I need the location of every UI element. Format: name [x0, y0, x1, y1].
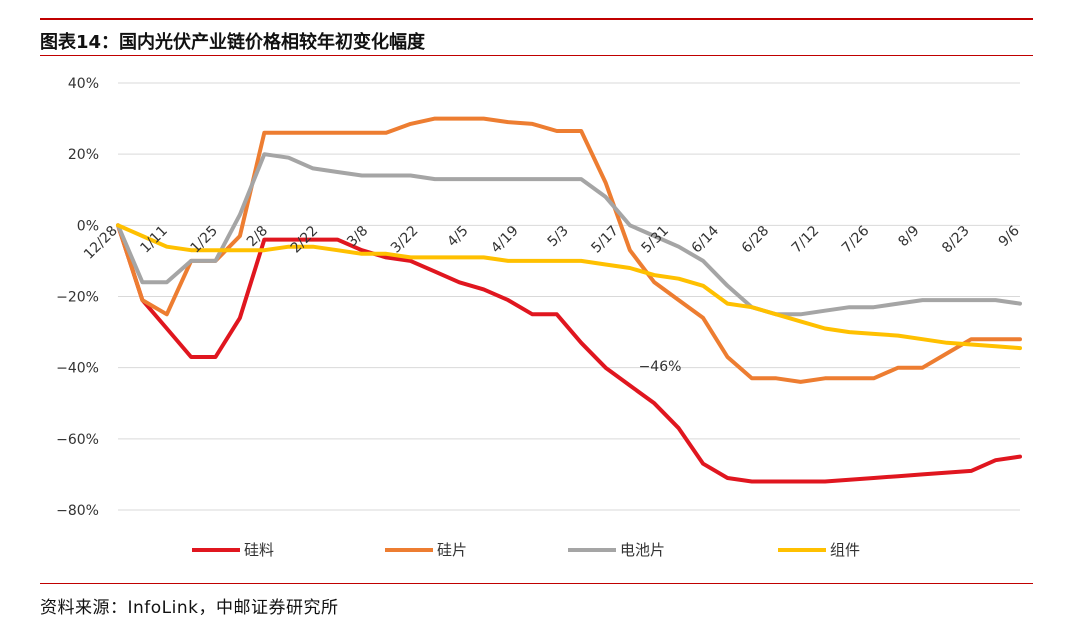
y-tick-label: −60% — [56, 432, 99, 448]
series-line — [116, 116, 1022, 384]
line-chart: 40%20%0%−20%−40%−60%−80% 12/28 1/11 1/25 2/… — [56, 76, 1023, 559]
x-tick-label: 4/5 — [444, 223, 471, 250]
source-note: 资料来源：InfoLink，中邮证券研究所 — [40, 598, 339, 618]
y-tick-labels: 40% 20% 0% −20% −40% −60% −80% — [56, 76, 99, 519]
grid-layer — [118, 82, 1020, 511]
x-tick-label: 6/28 — [739, 223, 773, 257]
y-tick-label: 0% — [77, 218, 99, 234]
top-rule — [40, 18, 1033, 20]
x-tick-label: 9/6 — [996, 223, 1023, 250]
y-tick-label: 40% — [68, 76, 99, 92]
annotation-min-label: −46% — [639, 359, 682, 375]
legend-label: 硅料 — [244, 541, 274, 559]
x-tick-label: 5/17 — [588, 223, 622, 257]
legend-label: 电池片 — [620, 541, 665, 559]
x-tick-label: 8/9 — [895, 223, 922, 250]
x-tick-label: 2/8 — [244, 223, 271, 250]
series-line — [116, 152, 1022, 317]
series-layer — [116, 116, 1022, 484]
x-tick-label: 4/19 — [488, 223, 522, 257]
annotation-layer: −46% — [639, 359, 682, 375]
title-rule — [40, 55, 1033, 56]
x-tick-label: 3/22 — [388, 223, 422, 257]
x-tick-label: 1/11 — [137, 223, 171, 257]
bottom-rule — [40, 583, 1033, 584]
x-tick-label: 8/23 — [939, 223, 973, 257]
legend-label: 组件 — [830, 541, 860, 559]
y-tick-label: −40% — [56, 361, 99, 377]
y-tick-label: −20% — [56, 290, 99, 306]
figure-title: 图表14：国内光伏产业链价格相较年初变化幅度 — [40, 32, 426, 53]
series-line — [116, 223, 1022, 351]
series-line — [116, 223, 1022, 484]
x-tick-label: 5/3 — [545, 223, 572, 250]
legend-label: 硅片 — [437, 541, 467, 559]
x-tick-label: 7/26 — [839, 223, 873, 257]
y-tick-label: −80% — [56, 503, 99, 519]
x-tick-label: 6/14 — [689, 223, 723, 257]
x-tick-label: 7/12 — [789, 223, 823, 257]
legend: 硅料 硅片 电池片 组件 — [192, 541, 860, 559]
y-tick-label: 20% — [68, 147, 99, 163]
